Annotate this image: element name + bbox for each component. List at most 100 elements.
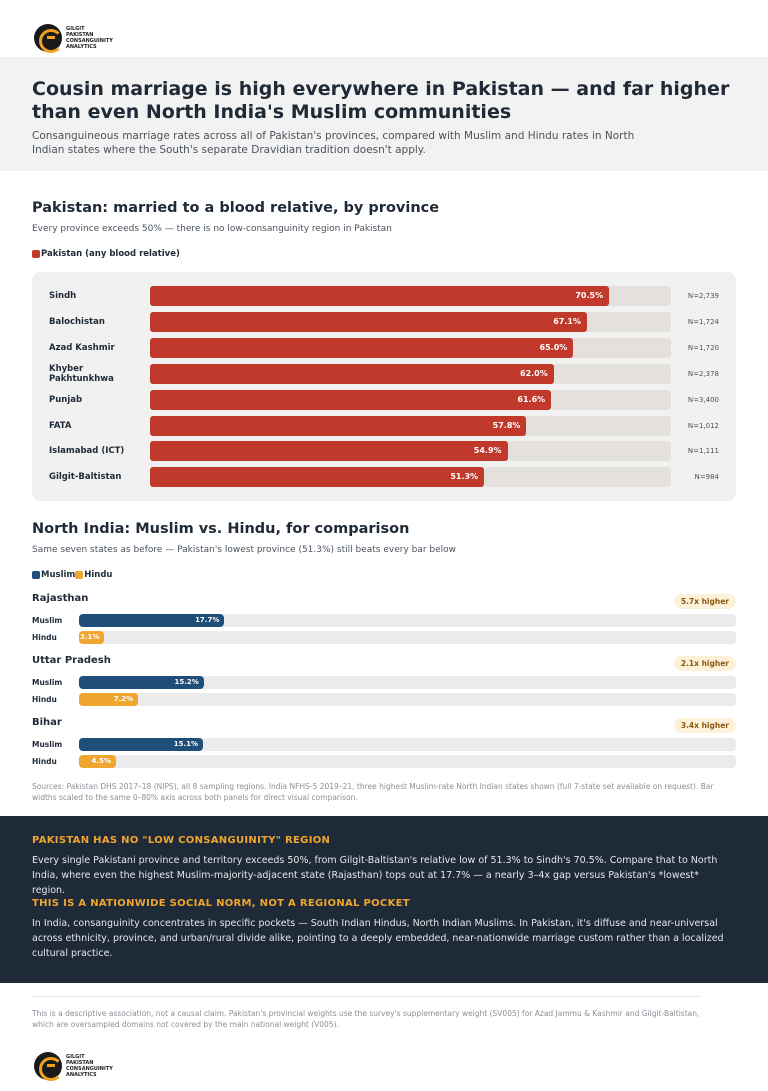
bar: 4.5%: [79, 755, 116, 768]
sample-size: N=2,378: [687, 369, 719, 378]
logo-text: GILGIT PAKISTAN CONSANGUINITY ANALYTICS: [66, 1054, 113, 1078]
legend-label-hindu: Hindu: [84, 570, 113, 580]
bar-track: 61.6%: [150, 389, 671, 410]
india-section-subtitle: Same seven states as before — Pakistan's…: [32, 545, 457, 555]
data-label: 61.6%: [517, 394, 546, 404]
india-legend: Muslim Hindu: [32, 570, 112, 580]
data-label: 54.9%: [473, 446, 502, 456]
chart-row: Punjab 61.6% N=3,400: [32, 389, 736, 410]
bar: 61.6%: [150, 389, 552, 410]
chart-row: FATA 57.8% N=1,012: [32, 415, 736, 436]
ratio-badge: 3.4x higher: [673, 718, 736, 733]
page-title: Cousin marriage is high everywhere in Pa…: [32, 78, 730, 123]
category-label: Balochistan: [49, 316, 105, 327]
bar-track: 51.3%: [150, 467, 671, 488]
bar: 67.1%: [150, 311, 587, 332]
chart-row: Sindh 70.5% N=2,739: [32, 286, 736, 306]
category-label: Gilgit-Baltistan: [49, 472, 122, 483]
sample-size: N=984: [694, 473, 719, 482]
category-label: FATA: [49, 420, 72, 431]
state-label: Rajasthan: [32, 593, 89, 604]
pakistan-section-title: Pakistan: married to a blood relative, b…: [32, 200, 440, 216]
bar: 62.0%: [150, 363, 554, 384]
series-label: Hindu: [32, 695, 57, 704]
sample-size: N=1,111: [687, 447, 719, 456]
bar: 57.8%: [150, 415, 527, 436]
chart-row: Balochistan 67.1% N=1,724: [32, 311, 736, 332]
series-label: Muslim: [32, 616, 63, 625]
pakistan-section-subtitle: Every province exceeds 50% — there is no…: [32, 224, 392, 234]
data-label: 65.0%: [539, 342, 568, 352]
chart-row: Gilgit-Baltistan 51.3% N=984: [32, 467, 736, 488]
bar-track: 54.9%: [150, 441, 671, 462]
series-label: Hindu: [32, 757, 57, 766]
bar-track: 62.0%: [150, 363, 671, 384]
legend-swatch-hindu: [75, 571, 84, 579]
bar-track: 3.1%: [79, 631, 736, 644]
bar-track: 70.5%: [150, 286, 671, 306]
data-label: 57.8%: [492, 420, 521, 430]
category-label: Khyber Pakhtunkhwa: [49, 363, 114, 384]
state-label: Bihar: [32, 717, 62, 728]
logo-icon: [34, 24, 63, 53]
divider: [32, 996, 700, 997]
insight-heading: PAKISTAN HAS NO "LOW CONSANGUINITY" REGI…: [32, 835, 331, 846]
bar-track: 65.0%: [150, 337, 671, 358]
bar: 17.7%: [79, 614, 225, 627]
data-label: 62.0%: [520, 368, 548, 378]
chart-row: Islamabad (ICT) 54.9% N=1,111: [32, 441, 736, 462]
bar-track: 57.8%: [150, 415, 671, 436]
data-label: 3.1%: [80, 633, 100, 641]
header-banner: Cousin marriage is high everywhere in Pa…: [0, 57, 768, 171]
data-label: 51.3%: [450, 472, 479, 482]
data-label: 70.5%: [575, 291, 604, 300]
insight-panel: PAKISTAN HAS NO "LOW CONSANGUINITY" REGI…: [0, 816, 768, 983]
brand-logo: GILGIT PAKISTAN CONSANGUINITY ANALYTICS: [34, 24, 113, 53]
ratio-badge: 5.7x higher: [673, 594, 736, 609]
pakistan-chart: Sindh 70.5% N=2,739 Balochistan 67.1% N=1,724…: [32, 272, 736, 501]
sample-size: N=1,724: [687, 317, 719, 326]
chart-row: Azad Kashmir 65.0% N=1,720: [32, 337, 736, 358]
bar: 7.2%: [79, 693, 139, 706]
brand-logo: GILGIT PAKISTAN CONSANGUINITY ANALYTICS: [34, 1052, 113, 1081]
sample-size: N=3,400: [687, 395, 719, 404]
bar-track: 17.7%: [79, 614, 736, 627]
bar: 70.5%: [150, 286, 610, 306]
data-label: 67.1%: [553, 316, 581, 326]
footnote: This is a descriptive association, not a…: [32, 1009, 700, 1029]
page-subtitle: Consanguineous marriage rates across all…: [32, 130, 635, 156]
insight-body: Every single Pakistani province and terr…: [32, 855, 718, 896]
series-label: Muslim: [32, 678, 63, 687]
bar: 54.9%: [150, 441, 508, 462]
category-label: Punjab: [49, 394, 83, 405]
chart-row: Khyber Pakhtunkhwa 62.0% N=2,378: [32, 363, 736, 384]
legend-label-muslim: Muslim: [41, 570, 76, 580]
data-label: 17.7%: [195, 616, 220, 624]
bar-track: 15.1%: [79, 738, 736, 751]
data-label: 7.2%: [113, 695, 134, 703]
legend-swatch-muslim: [32, 571, 40, 579]
bar: 15.2%: [79, 676, 204, 689]
logo-text: GILGIT PAKISTAN CONSANGUINITY ANALYTICS: [66, 26, 113, 50]
sample-size: N=1,720: [687, 343, 719, 352]
insight-body: In India, consanguinity concentrates in …: [32, 918, 724, 959]
legend-swatch-pakistan: [32, 250, 40, 258]
india-section-title: North India: Muslim vs. Hindu, for compa…: [32, 521, 410, 537]
state-label: Uttar Pradesh: [32, 655, 111, 666]
data-label: 15.2%: [174, 678, 199, 686]
bar: 51.3%: [150, 467, 485, 488]
bar: 15.1%: [79, 738, 203, 751]
data-label: 4.5%: [91, 757, 111, 765]
ratio-badge: 2.1x higher: [673, 656, 736, 671]
category-label: Azad Kashmir: [49, 342, 115, 353]
pakistan-legend: Pakistan (any blood relative): [32, 249, 180, 259]
series-label: Hindu: [32, 633, 57, 642]
bar: 3.1%: [79, 631, 105, 644]
logo-icon: [34, 1052, 63, 1081]
category-label: Sindh: [49, 291, 77, 301]
series-label: Muslim: [32, 740, 63, 749]
data-label: 15.1%: [173, 740, 198, 748]
bar-track: 7.2%: [79, 693, 736, 706]
sample-size: N=1,012: [687, 421, 719, 430]
sources-note: Sources: Pakistan DHS 2017–18 (NIPS), al…: [32, 782, 714, 802]
